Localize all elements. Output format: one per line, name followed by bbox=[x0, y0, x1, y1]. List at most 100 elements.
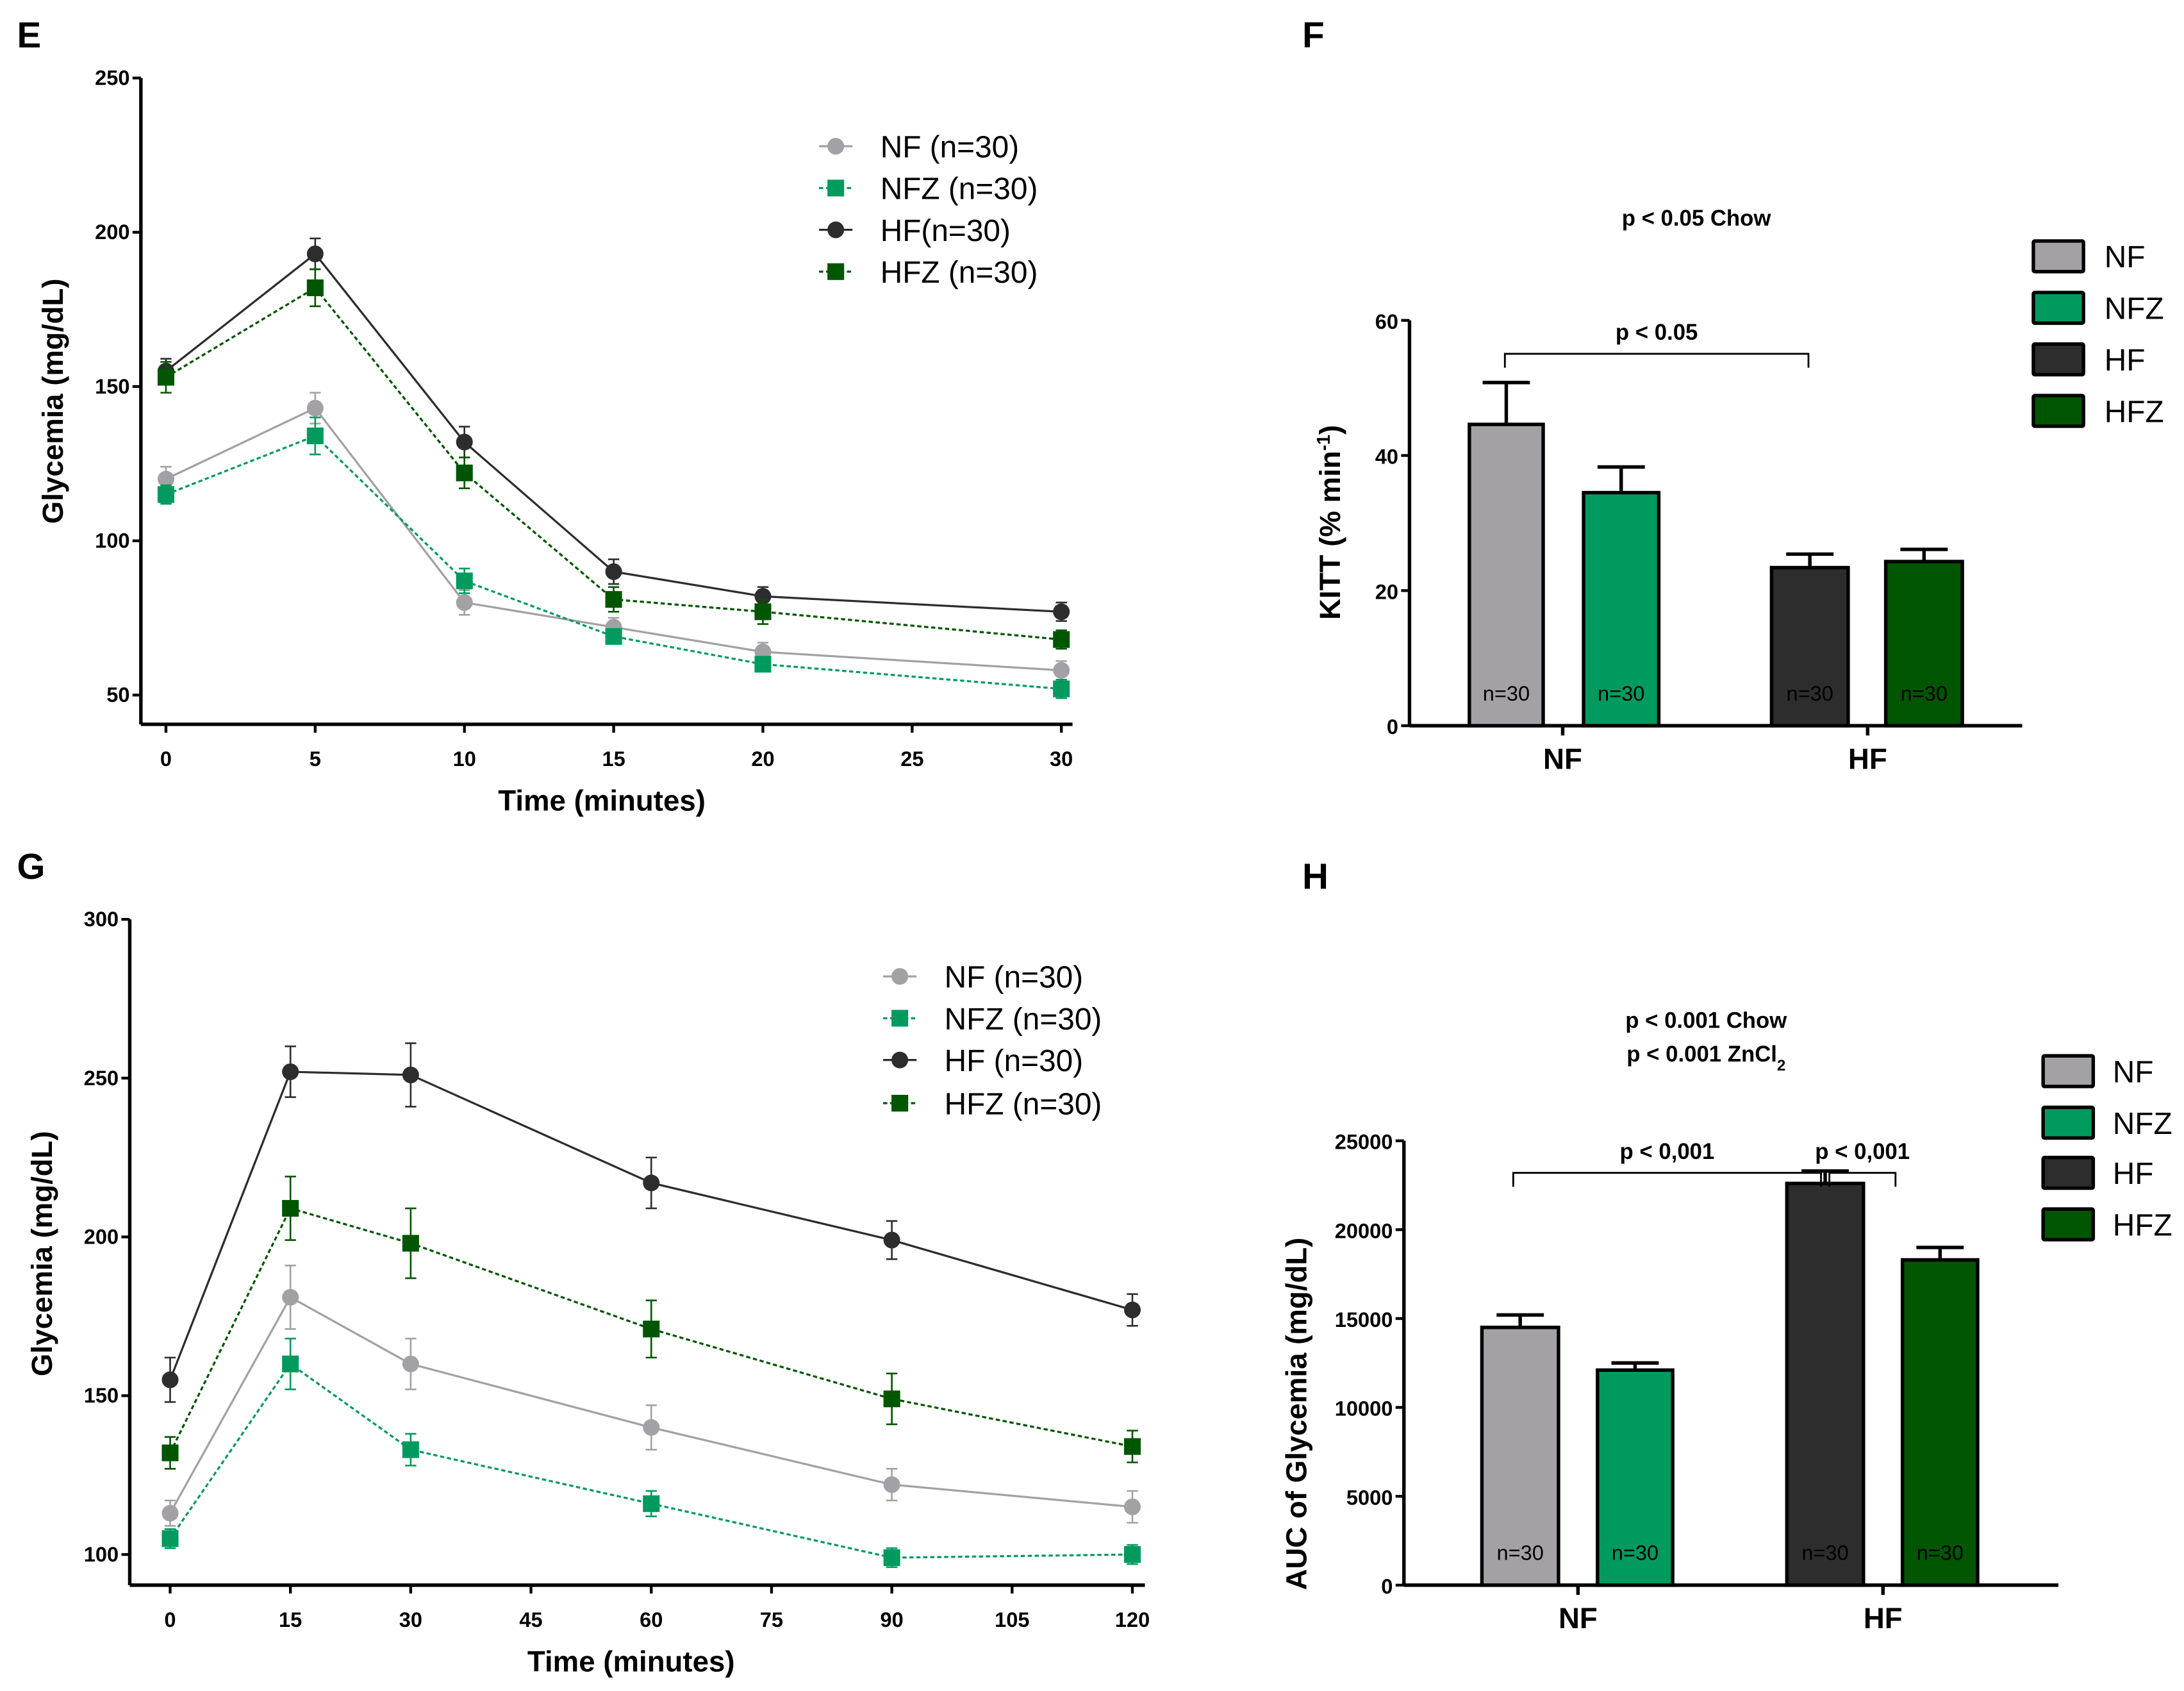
data-point-circle bbox=[643, 1174, 660, 1192]
data-point-square bbox=[1123, 1546, 1141, 1563]
data-point-circle bbox=[883, 1476, 900, 1494]
legend-label: NFZ (n=30) bbox=[945, 1003, 1102, 1037]
y-tick-label: 150 bbox=[95, 374, 129, 398]
legend-item: HFZ bbox=[2041, 1207, 2172, 1242]
legend-swatch bbox=[2031, 342, 2085, 377]
y-tick-label: 250 bbox=[95, 66, 129, 90]
series-line bbox=[169, 1362, 1133, 1559]
bar-hf: n=30 bbox=[1769, 552, 1850, 728]
bar bbox=[1596, 1368, 1675, 1587]
legend-swatch bbox=[2031, 394, 2085, 428]
subscript: 2 bbox=[1777, 1056, 1785, 1074]
bar-n-label: n=30 bbox=[1917, 1541, 1964, 1565]
legend-item: NF bbox=[2041, 1054, 2154, 1089]
legend-label: NFZ (n=30) bbox=[881, 172, 1038, 206]
x-tick-label: 120 bbox=[1115, 1608, 1150, 1631]
legend-item: HF (n=30) bbox=[883, 1044, 1083, 1078]
legend-label: HF (n=30) bbox=[945, 1044, 1084, 1078]
bar-n-label: n=30 bbox=[1598, 681, 1644, 705]
y-tick-label: 150 bbox=[84, 1383, 119, 1407]
legend-item: NFZ (n=30) bbox=[819, 172, 1038, 206]
data-point-circle bbox=[157, 471, 175, 488]
data-point-square bbox=[1123, 1438, 1141, 1455]
legend-item: NFZ bbox=[2031, 290, 2164, 326]
x-tick-label: 0 bbox=[164, 1608, 176, 1631]
data-point-square bbox=[306, 279, 324, 297]
data-point-circle bbox=[883, 1231, 900, 1249]
series-line bbox=[165, 286, 1062, 641]
series-line bbox=[169, 1070, 1133, 1381]
x-tick-label: 20 bbox=[751, 747, 774, 771]
legend-item: NF bbox=[2031, 239, 2145, 274]
legend-label: HFZ bbox=[2105, 395, 2164, 429]
legend-label: NF (n=30) bbox=[881, 131, 1020, 165]
panel-letter: E bbox=[17, 15, 41, 55]
legend-swatch bbox=[2031, 239, 2085, 274]
x-tick-label: 0 bbox=[160, 747, 172, 771]
data-point-square bbox=[282, 1355, 299, 1372]
legend-label: HFZ bbox=[2113, 1208, 2172, 1242]
data-point-circle bbox=[891, 968, 909, 985]
data-point-square bbox=[643, 1320, 660, 1338]
legend-item: NF (n=30) bbox=[819, 131, 1019, 165]
bar-hfz: n=30 bbox=[1900, 1245, 1980, 1587]
legend-swatch bbox=[2031, 290, 2085, 325]
series-line bbox=[169, 1207, 1133, 1454]
data-point-circle bbox=[306, 245, 324, 263]
data-point-square bbox=[754, 603, 772, 621]
data-point-square bbox=[827, 179, 845, 197]
superscript: -1 bbox=[1313, 435, 1334, 451]
series-line bbox=[165, 406, 1062, 672]
data-point-square bbox=[891, 1010, 909, 1027]
data-point-square bbox=[456, 464, 473, 481]
chart-title: p < 0.001 Chow bbox=[1625, 1009, 1787, 1033]
x-tick-label: 45 bbox=[519, 1608, 542, 1631]
error-bar bbox=[1801, 1169, 1849, 1184]
data-point-circle bbox=[643, 1419, 660, 1436]
error-bar bbox=[1916, 1245, 1964, 1260]
bar bbox=[1900, 1258, 1980, 1587]
series-nfz bbox=[157, 416, 1070, 699]
series-hfz bbox=[157, 268, 1070, 650]
bar-n-label: n=30 bbox=[1612, 1541, 1659, 1565]
data-point-square bbox=[402, 1235, 419, 1252]
significance-bracket: p < 0.05 bbox=[1503, 321, 1810, 368]
series-line bbox=[165, 435, 1062, 690]
x-tick-label: 75 bbox=[760, 1608, 783, 1631]
x-axis-label: Time (minutes) bbox=[498, 785, 706, 817]
y-tick-label: 60 bbox=[1375, 310, 1398, 333]
data-point-square bbox=[161, 1444, 179, 1462]
x-tick-label: 5 bbox=[310, 747, 321, 771]
y-tick-label: 100 bbox=[95, 529, 129, 553]
legend-label: NF bbox=[2113, 1055, 2154, 1089]
x-tick-label: 90 bbox=[881, 1608, 904, 1631]
y-tick-label: 0 bbox=[1387, 715, 1398, 738]
data-point-circle bbox=[1123, 1498, 1141, 1515]
data-point-circle bbox=[402, 1355, 419, 1372]
x-tick-label: 25 bbox=[900, 747, 923, 771]
data-point-circle bbox=[605, 563, 622, 580]
legend-item: HF bbox=[2041, 1156, 2154, 1191]
panel-g: G 100 150 200 250 300 0 15 30 45 60 75 90 105 120 Time … bbox=[17, 846, 1150, 1678]
y-tick-label: 0 bbox=[1381, 1574, 1393, 1598]
data-point-circle bbox=[891, 1051, 909, 1069]
x-axis-label: Time (minutes) bbox=[527, 1645, 735, 1678]
data-point-circle bbox=[282, 1288, 299, 1306]
x-category-label: HF bbox=[1864, 1602, 1903, 1635]
chart-title: p < 0.05 Chow bbox=[1622, 206, 1772, 231]
bar-n-label: n=30 bbox=[1496, 1541, 1543, 1565]
data-point-circle bbox=[827, 138, 845, 155]
legend-label: HFZ (n=30) bbox=[945, 1087, 1102, 1121]
significance-bracket: p < 0,001 bbox=[1815, 1140, 1910, 1187]
x-category-label: NF bbox=[1543, 742, 1582, 775]
bar bbox=[1785, 1181, 1866, 1587]
x-tick-label: 60 bbox=[640, 1608, 663, 1631]
bar-n-label: n=30 bbox=[1801, 1541, 1848, 1565]
legend-label: HF(n=30) bbox=[881, 214, 1011, 248]
panel-e: E 50 100 150 200 250 0 5 10 15 20 25 30 Time (minutes… bbox=[17, 15, 1073, 817]
data-point-square bbox=[891, 1094, 909, 1112]
data-point-circle bbox=[1123, 1301, 1141, 1319]
series-hf bbox=[161, 1042, 1141, 1403]
bar bbox=[1883, 560, 1964, 728]
